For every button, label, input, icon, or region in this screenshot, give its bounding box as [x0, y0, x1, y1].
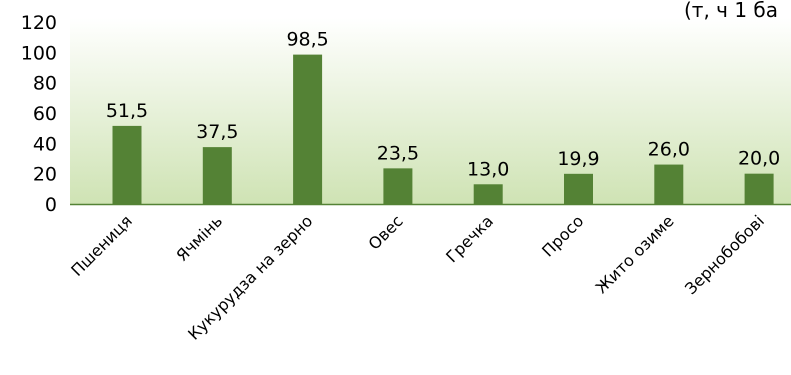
data-label: 26,0	[648, 139, 690, 161]
x-tick-label: Зернобобові	[681, 211, 768, 298]
x-tick-label: Пшениця	[67, 211, 136, 280]
bar	[473, 184, 503, 204]
bar	[383, 168, 413, 204]
x-tick-label: Ячмінь	[172, 211, 226, 265]
y-tick-label: 40	[33, 133, 57, 155]
data-labels: 51,5 37,5 98,5 23,5 13,0 19,9 26,0 20,0	[106, 29, 780, 181]
data-label: 37,5	[196, 121, 238, 143]
y-tick-label: 80	[33, 73, 57, 95]
unit-note: (т, ч 1 ба	[684, 0, 779, 22]
x-tick-label: Овес	[365, 211, 407, 253]
bars	[112, 54, 774, 204]
data-label: 19,9	[557, 148, 599, 170]
data-label: 20,0	[738, 148, 780, 170]
y-tick-label: 100	[21, 42, 57, 64]
bar	[293, 54, 323, 204]
x-tick-label: Просо	[538, 211, 587, 260]
data-label: 13,0	[467, 158, 509, 180]
x-tick-label: Гречка	[442, 211, 497, 266]
bar	[564, 173, 593, 204]
bar	[744, 173, 774, 204]
y-axis: 0 20 40 60 80 100 120	[21, 12, 57, 216]
y-tick-label: 20	[33, 164, 57, 186]
bar	[654, 164, 684, 204]
y-tick-label: 60	[33, 103, 57, 125]
bar	[202, 147, 232, 204]
data-label: 51,5	[106, 100, 148, 122]
data-label: 98,5	[286, 29, 328, 51]
data-label: 23,5	[377, 142, 419, 164]
bar	[112, 125, 142, 204]
x-tick-label: Жито озиме	[592, 211, 678, 297]
y-tick-label: 120	[21, 12, 57, 34]
y-tick-label: 0	[45, 194, 57, 216]
